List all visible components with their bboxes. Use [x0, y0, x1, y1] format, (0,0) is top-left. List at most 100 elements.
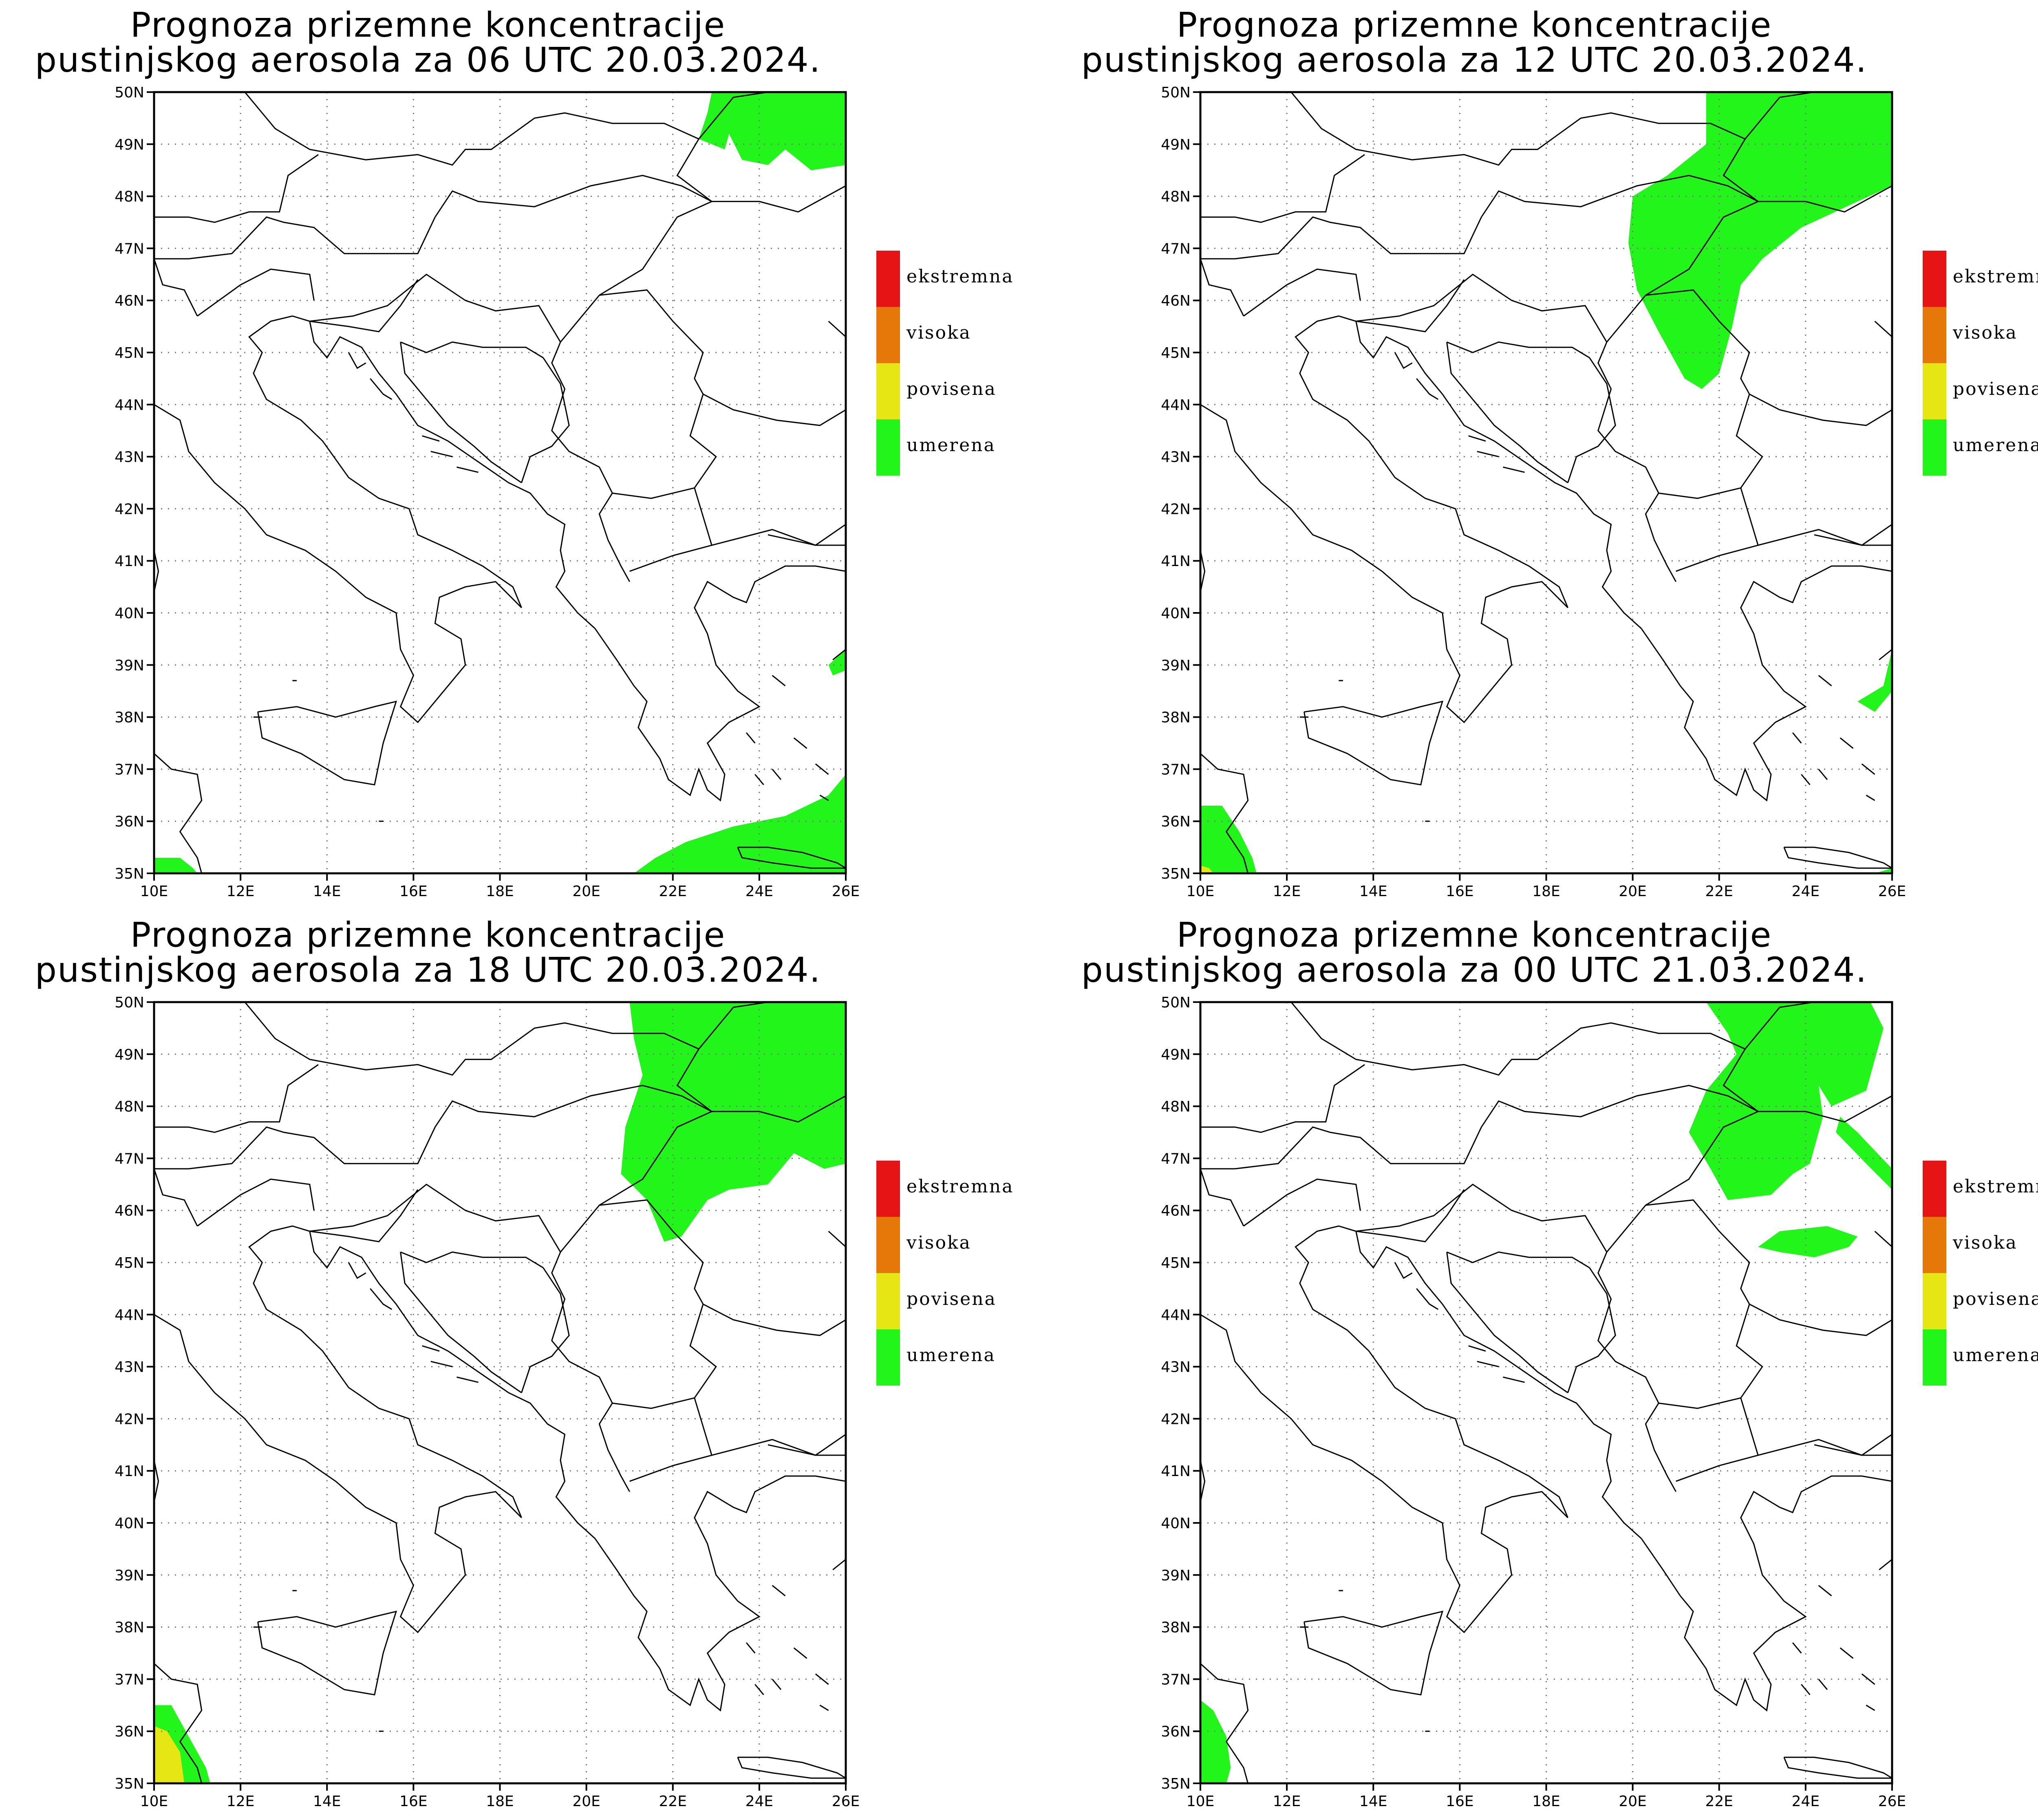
coastline [1356, 1189, 1465, 1243]
lon-label: 18E [486, 1793, 514, 1810]
coastline [703, 1303, 846, 1336]
legend-label: ekstremna [1953, 266, 2038, 287]
coastline [711, 1434, 846, 1456]
legend-label: povisena [907, 1289, 997, 1309]
island [370, 1288, 393, 1310]
lat-label: 50N [1161, 84, 1191, 101]
coastline [1355, 1231, 1642, 1539]
coastline [560, 289, 717, 572]
coastline [154, 1225, 522, 1633]
coastline [197, 1178, 315, 1227]
lon-label: 18E [1532, 883, 1560, 900]
lon-label: 24E [1792, 883, 1820, 900]
coastline [154, 174, 713, 296]
lat-label: 39N [115, 1567, 144, 1584]
lon-label: 20E [1619, 883, 1647, 900]
lat-label: 41N [1161, 1463, 1191, 1480]
lat-label: 46N [1161, 293, 1191, 309]
island [422, 435, 440, 442]
lat-label: 50N [1161, 994, 1191, 1011]
dust-region [1200, 865, 1213, 873]
lat-label: 49N [1161, 137, 1191, 153]
lat-label: 45N [115, 1255, 144, 1271]
map-title-line2: pustinjskog aerosola za 06 UTC 20.03.202… [35, 40, 821, 80]
coastline [257, 701, 397, 786]
coastline [1745, 1002, 1815, 1049]
coastline [1874, 321, 1892, 337]
island [1879, 1559, 1892, 1571]
island [348, 1262, 366, 1279]
lon-label: 14E [1359, 1793, 1387, 1810]
coastline [1606, 1199, 1763, 1482]
island [1818, 769, 1828, 780]
island [1477, 1361, 1499, 1368]
coastline [1758, 1434, 1892, 1456]
lat-label: 37N [115, 761, 144, 778]
lat-label: 35N [115, 1776, 144, 1792]
lat-label: 35N [1161, 1776, 1191, 1792]
legend-swatch [876, 307, 900, 363]
lat-label: 50N [115, 84, 144, 101]
lat-label: 44N [115, 397, 144, 414]
lon-label: 12E [1273, 1793, 1301, 1810]
coastline [828, 321, 846, 337]
dust-region [1200, 1700, 1231, 1783]
coastline [703, 393, 846, 426]
lat-label: 40N [1161, 1515, 1191, 1532]
lat-label: 39N [1161, 1567, 1191, 1584]
legend-swatch [876, 1161, 900, 1217]
map-title-line1: Prognoza prizemne koncentracije [130, 5, 726, 45]
coastline [154, 1663, 203, 1783]
island [754, 774, 764, 785]
legend-swatch [1923, 1273, 1946, 1329]
legend-swatch [1923, 1161, 1946, 1217]
island [815, 763, 829, 775]
coastline [1356, 273, 1677, 582]
lat-label: 45N [1161, 345, 1191, 361]
lat-label: 37N [1161, 1671, 1191, 1688]
lat-label: 48N [115, 189, 144, 205]
coastline [1200, 154, 1365, 223]
coastline [521, 1267, 570, 1393]
forecast-map: 35N 36N 37N 38N 39N 40N 41N 42N 43N 44N 45N 46N 47N 4… [115, 84, 860, 900]
island [457, 466, 479, 473]
coastline [154, 753, 203, 873]
map-title: Prognoza prizemne koncentracije pustinjs… [1046, 7, 1902, 77]
coastline [1659, 1397, 1741, 1409]
coastline [309, 321, 596, 629]
lon-label: 16E [399, 1793, 428, 1810]
legend-label: umerena [1953, 1345, 2038, 1366]
dust-region [154, 857, 198, 873]
coastline [1749, 393, 1892, 426]
coastline [1356, 279, 1465, 333]
island [815, 1673, 829, 1685]
lat-label: 35N [115, 866, 144, 882]
island [1818, 1585, 1832, 1597]
coastline [1446, 342, 1568, 483]
lon-label: 10E [140, 1793, 168, 1810]
coastline [1447, 341, 1590, 359]
coastline [560, 1199, 717, 1482]
lat-label: 42N [1161, 501, 1191, 518]
legend-swatch [1923, 1217, 1946, 1273]
lat-label: 41N [115, 553, 144, 570]
island [819, 1705, 829, 1711]
map-title-line1: Prognoza prizemne koncentracije [1176, 5, 1772, 45]
coastline [1200, 258, 1244, 317]
coastline [197, 268, 315, 317]
legend-swatch [1923, 251, 1946, 307]
legend-label: povisena [907, 379, 997, 399]
lat-label: 46N [115, 293, 144, 309]
island [1477, 451, 1499, 458]
lat-label: 47N [115, 240, 144, 257]
island [1818, 675, 1832, 687]
lat-label: 37N [1161, 761, 1191, 778]
lat-label: 41N [115, 1463, 144, 1480]
island [1866, 795, 1875, 801]
lat-label: 44N [1161, 397, 1191, 414]
map-title-line1: Prognoza prizemne koncentracije [1176, 915, 1772, 955]
legend-label: ekstremna [907, 266, 1014, 287]
lat-label: 38N [1161, 709, 1191, 726]
coastline [594, 1475, 846, 1712]
island [1503, 1376, 1525, 1383]
